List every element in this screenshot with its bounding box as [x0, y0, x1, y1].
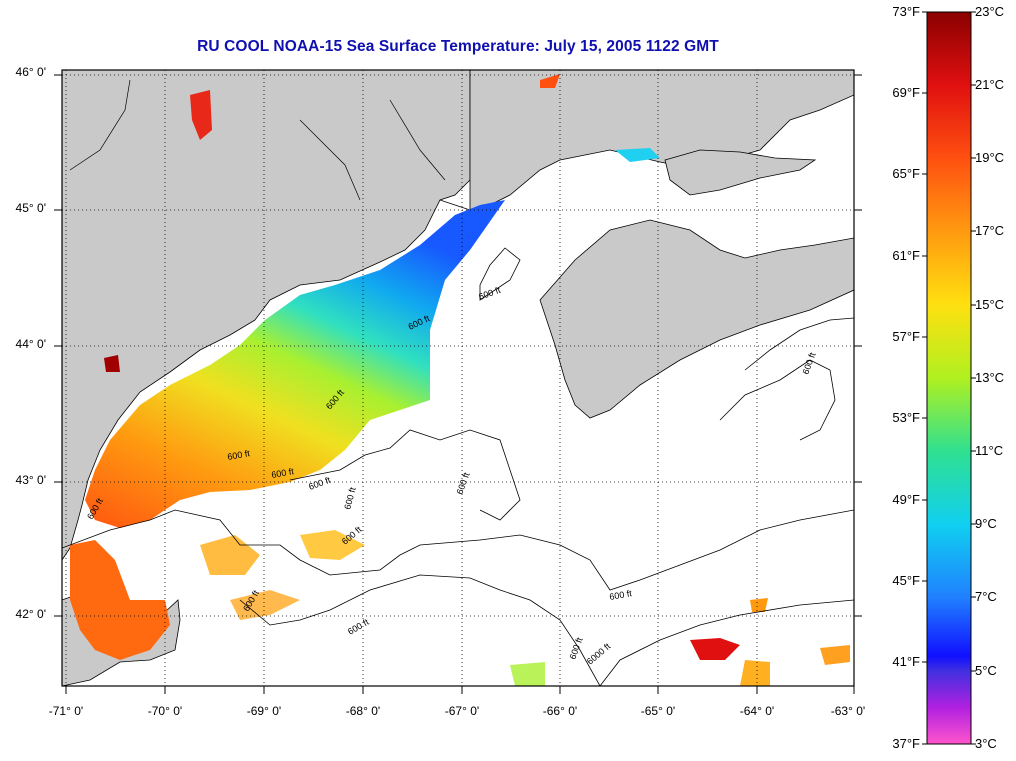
sst-patch: [820, 645, 850, 665]
colorbar-c-label: 5°C: [975, 663, 997, 678]
colorbar-f-label: 69°F: [892, 85, 920, 100]
land-nova-scotia: [539, 219, 854, 419]
lat-tick: 42° 0': [15, 607, 46, 621]
sst-patch: [615, 148, 660, 162]
colorbar-c-label: 21°C: [975, 77, 1005, 92]
sst-patch: [690, 638, 740, 660]
colorbar-f-label: 53°F: [892, 410, 920, 425]
lon-tick: -67° 0': [444, 704, 480, 718]
colorbar-c-label: 13°C: [975, 370, 1005, 385]
lon-tick: -69° 0': [246, 704, 282, 718]
lon-tick: -65° 0': [640, 704, 676, 718]
colorbar-f-label: 49°F: [892, 492, 920, 507]
colorbar-c-label: 3°C: [975, 736, 997, 751]
sst-patch: [230, 590, 300, 620]
colorbar-c-label: 9°C: [975, 516, 997, 531]
lon-tick: -70° 0': [147, 704, 183, 718]
colorbar-c-label: 15°C: [975, 297, 1005, 312]
colorbar-c-label: 11°C: [975, 443, 1004, 458]
colorbar: [926, 11, 972, 745]
colorbar-f-label: 65°F: [892, 166, 920, 181]
map-title: RU COOL NOAA-15 Sea Surface Temperature:…: [197, 38, 719, 55]
sst-patch: [300, 530, 365, 560]
colorbar-f-label: 73°F: [892, 4, 920, 19]
colorbar-f-label: 57°F: [892, 329, 920, 344]
colorbar-c-label: 19°C: [975, 150, 1005, 165]
lon-tick: -66° 0': [542, 704, 578, 718]
sst-patch: [740, 660, 770, 686]
sst-patch: [750, 598, 768, 612]
lon-tick: -64° 0': [739, 704, 775, 718]
lat-tick: 44° 0': [15, 337, 46, 351]
sst-patch: [190, 90, 212, 140]
lon-tick: -63° 0': [830, 704, 866, 718]
colorbar-c-label: 7°C: [975, 589, 997, 604]
lat-tick: 43° 0': [15, 473, 46, 487]
sst-patch: [104, 355, 120, 372]
colorbar-f-label: 61°F: [892, 248, 920, 263]
contour-label: 600 ft: [609, 588, 633, 602]
land-new-england: [62, 70, 471, 561]
land-pei: [664, 149, 817, 196]
lat-tick: 46° 0': [15, 65, 46, 79]
colorbar-c-label: 17°C: [975, 223, 1005, 238]
contour-label: 600 ft: [227, 448, 251, 462]
sst-main-patch: [85, 200, 505, 528]
sst-patch: [540, 74, 560, 88]
colorbar-f-label: 37°F: [892, 736, 920, 751]
sst-south-patch: [70, 540, 170, 660]
lat-tick: 45° 0': [15, 201, 46, 215]
lon-tick: -71° 0': [48, 704, 84, 718]
colorbar-f-label: 41°F: [892, 654, 920, 669]
colorbar-f-label: 45°F: [892, 573, 920, 588]
lon-tick: -68° 0': [345, 704, 381, 718]
contour-label: 600 ft: [271, 466, 295, 480]
colorbar-c-label: 23°C: [975, 4, 1005, 19]
sst-patch: [510, 662, 545, 686]
